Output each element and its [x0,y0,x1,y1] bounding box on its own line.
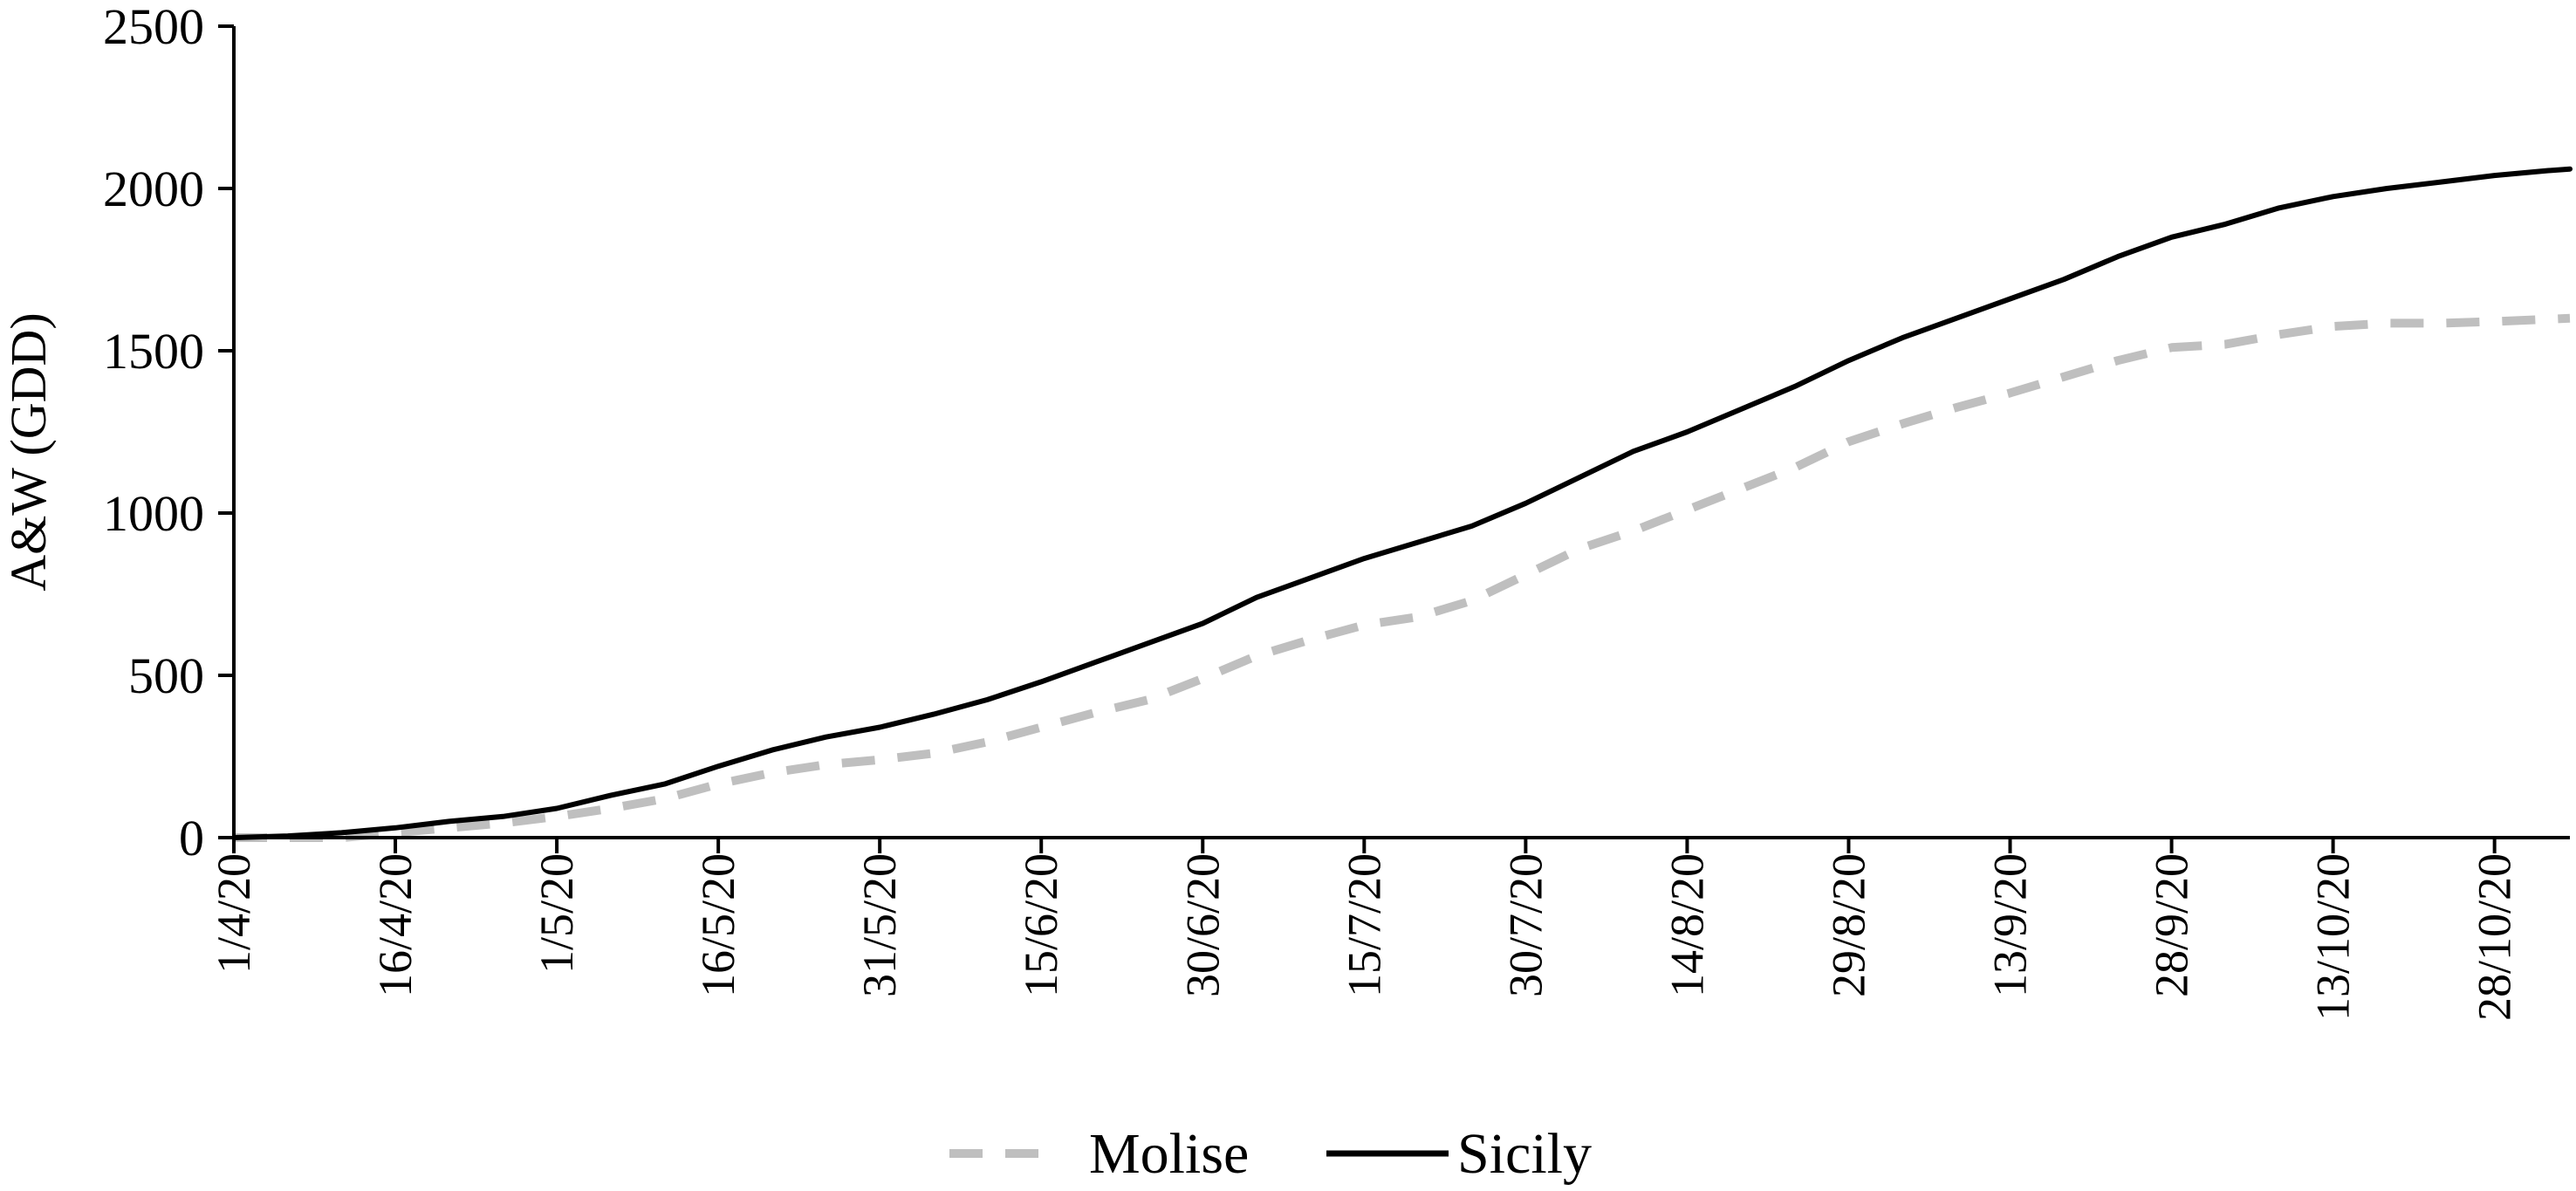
x-tick-label: 16/5/20 [692,853,744,997]
x-tick-label: 1/5/20 [531,853,583,974]
axes: 0 500 1000 1500 2000 2500 1/4/20 16/4/20 1/5/20… [103,0,2570,1021]
y-tick-label: 2500 [103,0,204,55]
x-tick-label: 28/10/20 [2469,853,2521,1021]
legend-label-sicily: Sicily [1457,1122,1592,1186]
y-tick-label: 1000 [103,485,204,542]
x-tick-label: 15/6/20 [1015,853,1067,997]
x-tick-label: 30/7/20 [1499,853,1552,997]
x-tick-label: 16/4/20 [369,853,421,997]
x-tick-label: 13/10/20 [2307,853,2360,1021]
x-ticks: 1/4/20 16/4/20 1/5/20 16/5/20 31/5/20 15/6/20… [208,838,2521,1021]
series-line-sicily [231,166,2573,840]
x-tick-label: 28/9/20 [2146,853,2198,997]
x-tick-label: 30/6/20 [1176,853,1229,997]
x-tick-label: 31/5/20 [853,853,906,997]
y-tick-label: 1500 [103,323,204,380]
x-tick-label: 14/8/20 [1661,853,1713,997]
y-tick-label: 500 [128,647,204,704]
x-tick-label: 1/4/20 [208,853,260,974]
legend: Molise Sicily [949,1122,1592,1186]
y-tick-label: 0 [179,810,204,866]
plot-area [231,166,2573,842]
y-axis-label: A&W (GDD) [0,312,57,591]
y-tick-label: 2000 [103,161,204,217]
legend-label-molise: Molise [1089,1122,1249,1186]
series-line-molise [234,313,2571,842]
x-tick-label: 29/8/20 [1822,853,1874,997]
y-ticks: 0 500 1000 1500 2000 2500 [103,0,234,866]
x-tick-label: 13/9/20 [1984,853,2037,997]
x-tick-label: 15/7/20 [1338,853,1390,997]
